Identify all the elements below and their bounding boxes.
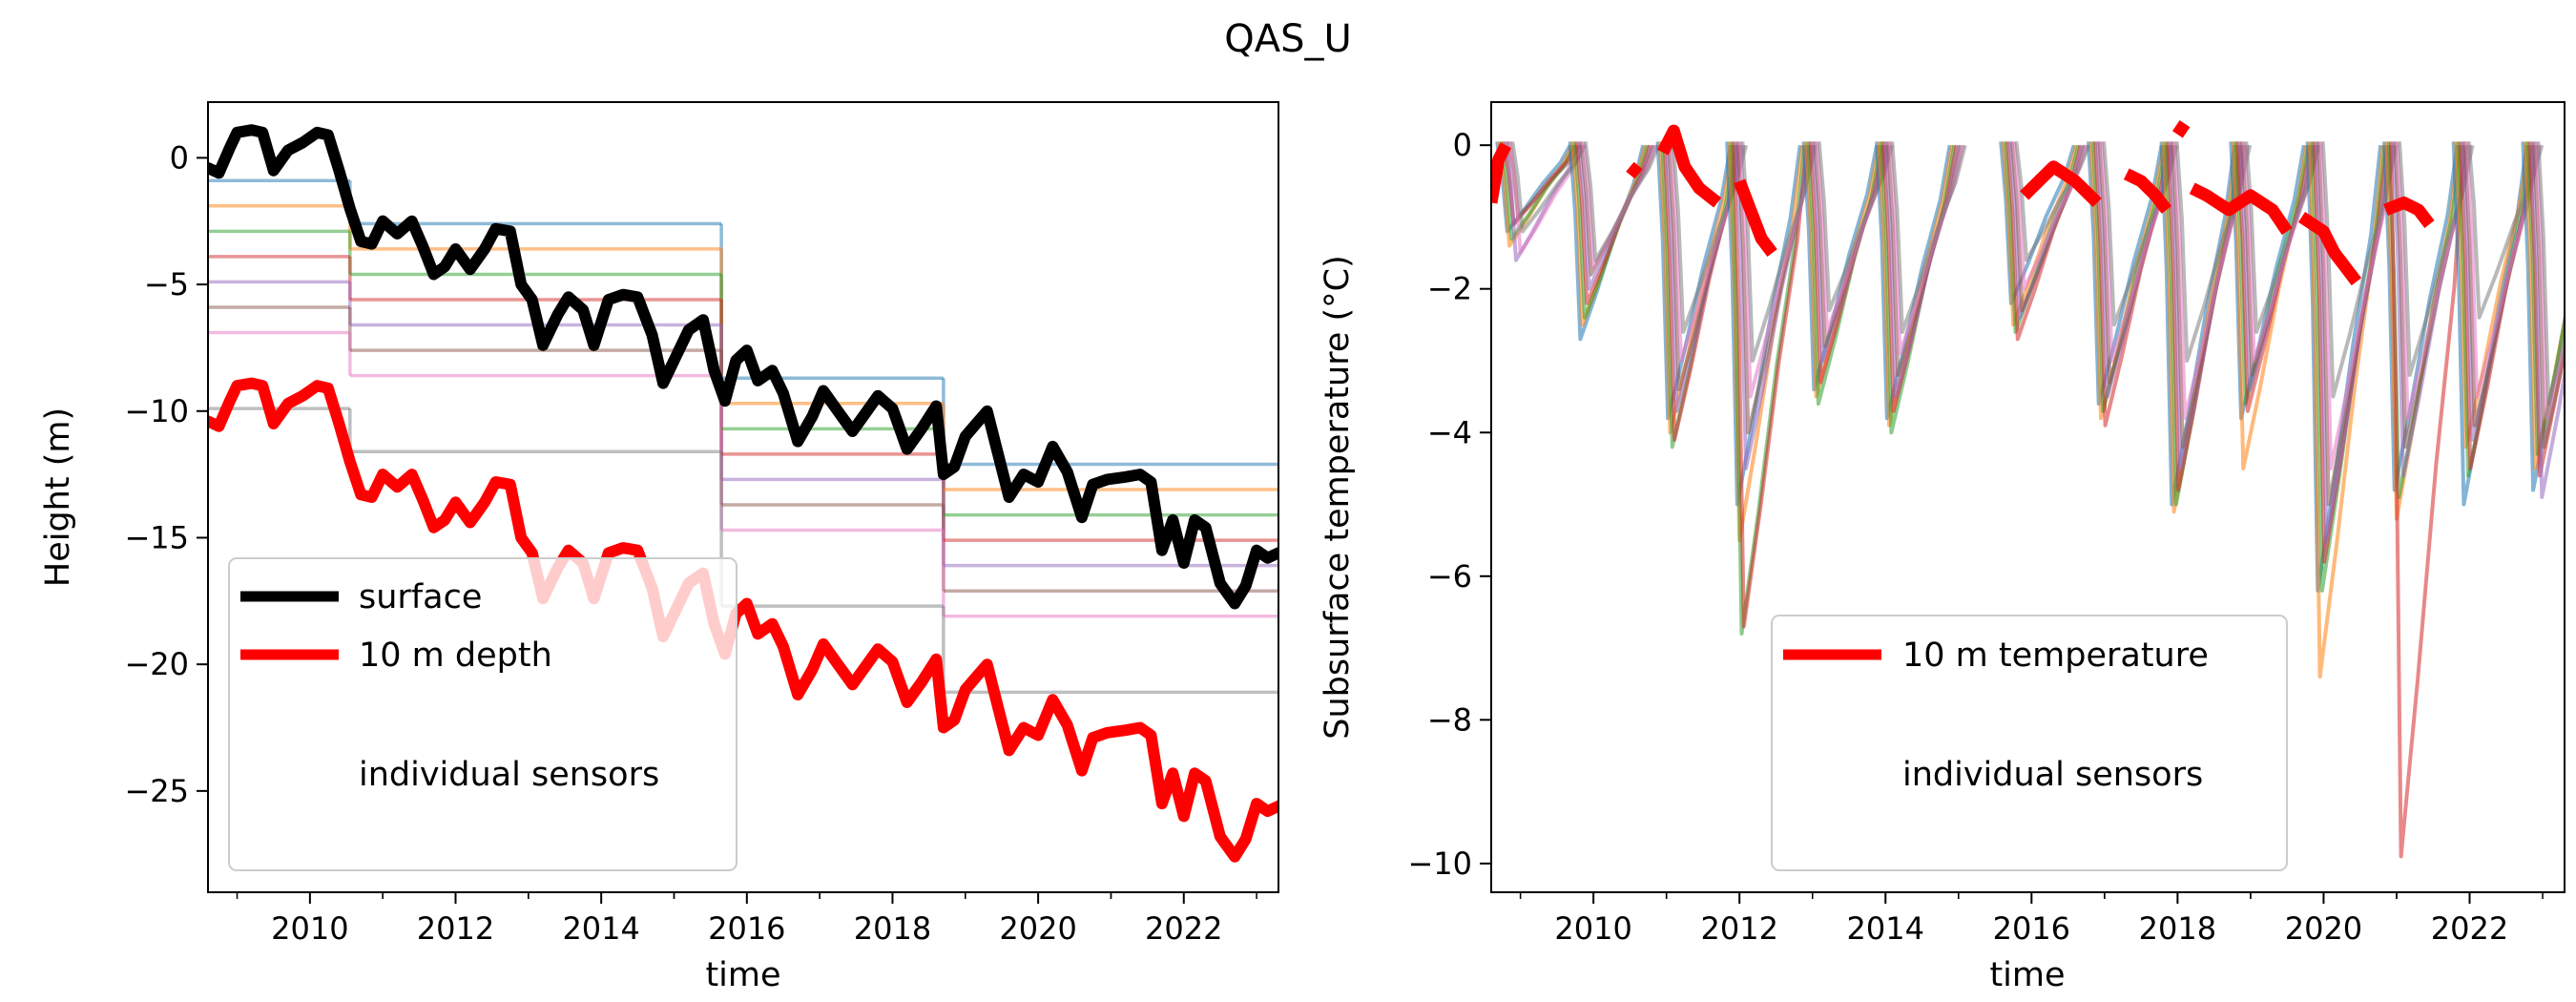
height-x-axis-title: time [705,956,780,994]
height-x-ticks: 2010 2012 2014 2016 2018 2020 2022 [236,892,1257,947]
height-y-tick-label: −10 [124,393,189,429]
temperature-axes-frame [1490,101,2566,893]
temperature-legend: 10 m temperature individual sensors [1771,615,2288,871]
temperature-x-tick-label: 2012 [1700,910,1777,947]
temperature-sensor-line [2531,141,2565,449]
height-x-tick-label: 2020 [999,910,1076,947]
temperature-sensor-line [1890,141,1967,334]
temperature-x-tick-label: 2020 [2285,910,2362,947]
series-10m-temperature [2189,182,2293,236]
height-panel: 2010 2012 2014 2016 2018 2020 2022 0 −5 −10 −15 −2… [39,101,1279,994]
series-10m-temperature [1734,178,1777,258]
height-y-ticks: 0 −5 −10 −15 −20 −25 [124,139,208,809]
temperature-y-tick-label: 0 [1453,127,1472,163]
height-y-tick-label: −25 [124,773,189,809]
height-axes-frame [207,101,1279,893]
series-surface [208,124,1278,610]
height-x-tick-label: 2014 [562,910,639,947]
height-x-tick-label: 2010 [271,910,348,947]
series-10m-temperature [1657,124,1722,208]
temperature-y-axis-title: Subsurface temperature (°C) [1319,255,1357,739]
figure-title: QAS_U [1224,17,1352,61]
temperature-y-tick-label: −4 [1427,414,1472,450]
legend-label-surface: surface [359,578,482,616]
series-10m-temperature [1626,161,1643,179]
legend-label-10m-temperature: 10 m temperature [1902,637,2209,675]
series-10m-temperature [2297,211,2362,286]
series-10m-temperature [2123,168,2172,214]
height-x-tick-label: 2022 [1145,910,1222,947]
height-x-tick-label: 2018 [854,910,931,947]
temperature-sensor-line [2388,141,2466,859]
height-legend: surface 10 m depth individual sensors [228,557,737,871]
series-10m-temperature [2383,196,2435,228]
temperature-y-tick-label: −6 [1427,558,1472,595]
height-x-tick-label: 2016 [708,910,785,947]
legend-label-individual-sensors: individual sensors [359,756,659,794]
height-y-tick-label: −15 [124,519,189,555]
temperature-y-tick-label: −2 [1427,271,1472,307]
temperature-legend-box [1771,615,2288,871]
series-10m-temperature [1491,142,1512,204]
series-10m-temperature [2020,160,2102,208]
temperature-x-tick-label: 2018 [2139,910,2216,947]
height-x-tick-label: 2012 [417,910,494,947]
height-y-tick-label: 0 [170,139,189,176]
temperature-x-tick-label: 2010 [1554,910,1631,947]
legend-label-10m-depth: 10 m depth [359,637,552,675]
temperature-x-tick-label: 2022 [2431,910,2508,947]
temperature-y-tick-label: −10 [1407,845,1472,882]
temperature-x-tick-label: 2014 [1847,910,1924,947]
temperature-y-tick-label: −8 [1427,701,1472,738]
temperature-x-axis-title: time [1989,956,2065,994]
legend-label-temperature-individual-sensors: individual sensors [1902,756,2203,794]
height-legend-box [228,557,737,871]
temperature-sensor-line [2536,141,2565,407]
temperature-sensor-line [2014,141,2091,262]
temperature-sensor-lines-group [1495,141,2565,859]
height-y-tick-label: −20 [124,646,189,682]
temperature-x-ticks: 2010 2012 2014 2016 2018 2020 2022 [1519,892,2544,947]
temperature-sensor-line [2529,141,2565,499]
temperature-series-group [1491,119,2435,286]
temperature-y-ticks: 0 −2 −4 −6 −8 −10 [1407,127,1491,882]
temperature-x-tick-label: 2016 [1993,910,2070,947]
series-10m-temperature [2172,119,2191,138]
temperature-panel: 2010 2012 2014 2016 2018 2020 2022 0 −2 −4 −6 −8 −1… [1319,101,2566,994]
temperature-sensor-line [1732,141,1809,629]
height-y-axis-title: Height (m) [39,407,77,587]
temperature-sensor-line [1583,141,1661,262]
height-y-tick-label: −5 [144,266,189,303]
